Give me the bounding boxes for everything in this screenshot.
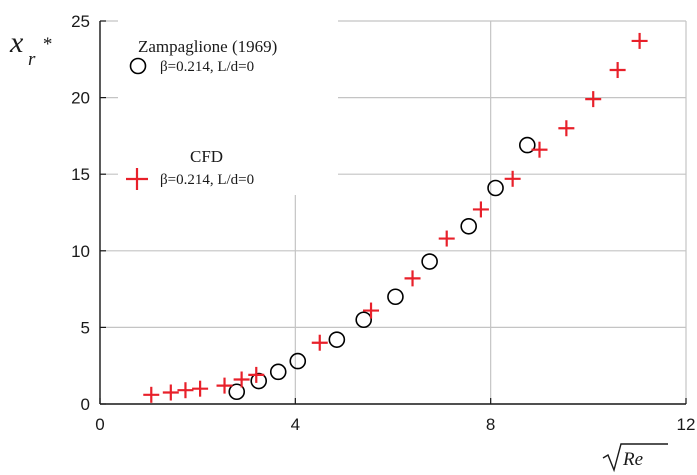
data-point-plus xyxy=(177,382,194,399)
legend-series-2-marker xyxy=(126,168,148,190)
data-point-circle xyxy=(421,253,438,270)
y-axis-label-subscript: r xyxy=(28,49,36,70)
x-tick-label: 8 xyxy=(486,415,495,434)
data-point-plus xyxy=(609,62,626,79)
data-marks xyxy=(143,32,648,403)
x-tick-label: 12 xyxy=(677,415,696,434)
data-point-circle xyxy=(228,383,246,401)
data-point-plus xyxy=(504,170,521,187)
data-point-plus xyxy=(531,141,548,158)
x-tick-label: 4 xyxy=(291,415,300,434)
y-axis-label-main: x xyxy=(9,26,24,59)
data-point-plus xyxy=(162,384,179,401)
y-tick-label: 0 xyxy=(81,395,90,414)
x-tick-label: 0 xyxy=(95,415,104,434)
sqrt-symbol xyxy=(602,443,668,473)
y-tick-label: 5 xyxy=(81,318,90,337)
data-point-plus xyxy=(143,386,160,403)
legend: Zampaglione (1969) β=0.214, L/d=0 CFD β=… xyxy=(118,20,338,195)
y-tick-label: 15 xyxy=(71,165,90,184)
data-point-plus xyxy=(311,334,328,351)
legend-series-2-label: β=0.214, L/d=0 xyxy=(160,172,254,188)
data-point-circle xyxy=(387,288,404,306)
legend-series-1-marker xyxy=(129,57,147,75)
data-point-plus xyxy=(233,371,250,388)
legend-background xyxy=(118,20,338,195)
y-tick-label: 20 xyxy=(71,89,90,108)
y-tick-label: 25 xyxy=(71,12,90,31)
axes xyxy=(99,20,687,405)
data-point-plus xyxy=(404,270,421,287)
data-point-circle xyxy=(460,217,477,235)
y-axis-label: x r * xyxy=(9,26,52,70)
legend-series-1-label: β=0.214, L/d=0 xyxy=(160,59,254,75)
x-axis-label-text: Re xyxy=(622,449,643,470)
data-point-circle xyxy=(328,331,346,348)
y-tick-label: 10 xyxy=(71,242,90,261)
tick-labels: 0 5 10 15 20 25 0 4 8 12 xyxy=(71,12,695,434)
x-axis-label: Re xyxy=(602,443,668,473)
data-point-plus xyxy=(631,32,648,49)
y-axis-label-superscript: * xyxy=(42,34,52,55)
data-point-circle xyxy=(289,352,307,370)
data-point-circle xyxy=(250,372,268,390)
data-point-plus xyxy=(248,366,265,383)
data-point-plus xyxy=(438,230,455,247)
data-point-plus xyxy=(472,201,489,218)
data-point-circle xyxy=(355,311,373,329)
data-point-plus xyxy=(585,91,602,108)
data-point-plus xyxy=(363,302,380,319)
data-point-plus xyxy=(216,377,233,394)
data-point-circle xyxy=(487,179,504,197)
data-point-circle xyxy=(269,363,287,381)
legend-series-2-name: CFD xyxy=(190,147,223,166)
data-point-circle xyxy=(518,136,536,154)
data-point-plus xyxy=(558,120,575,137)
legend-series-1-name: Zampaglione (1969) xyxy=(138,37,277,56)
data-point-plus xyxy=(192,380,209,397)
